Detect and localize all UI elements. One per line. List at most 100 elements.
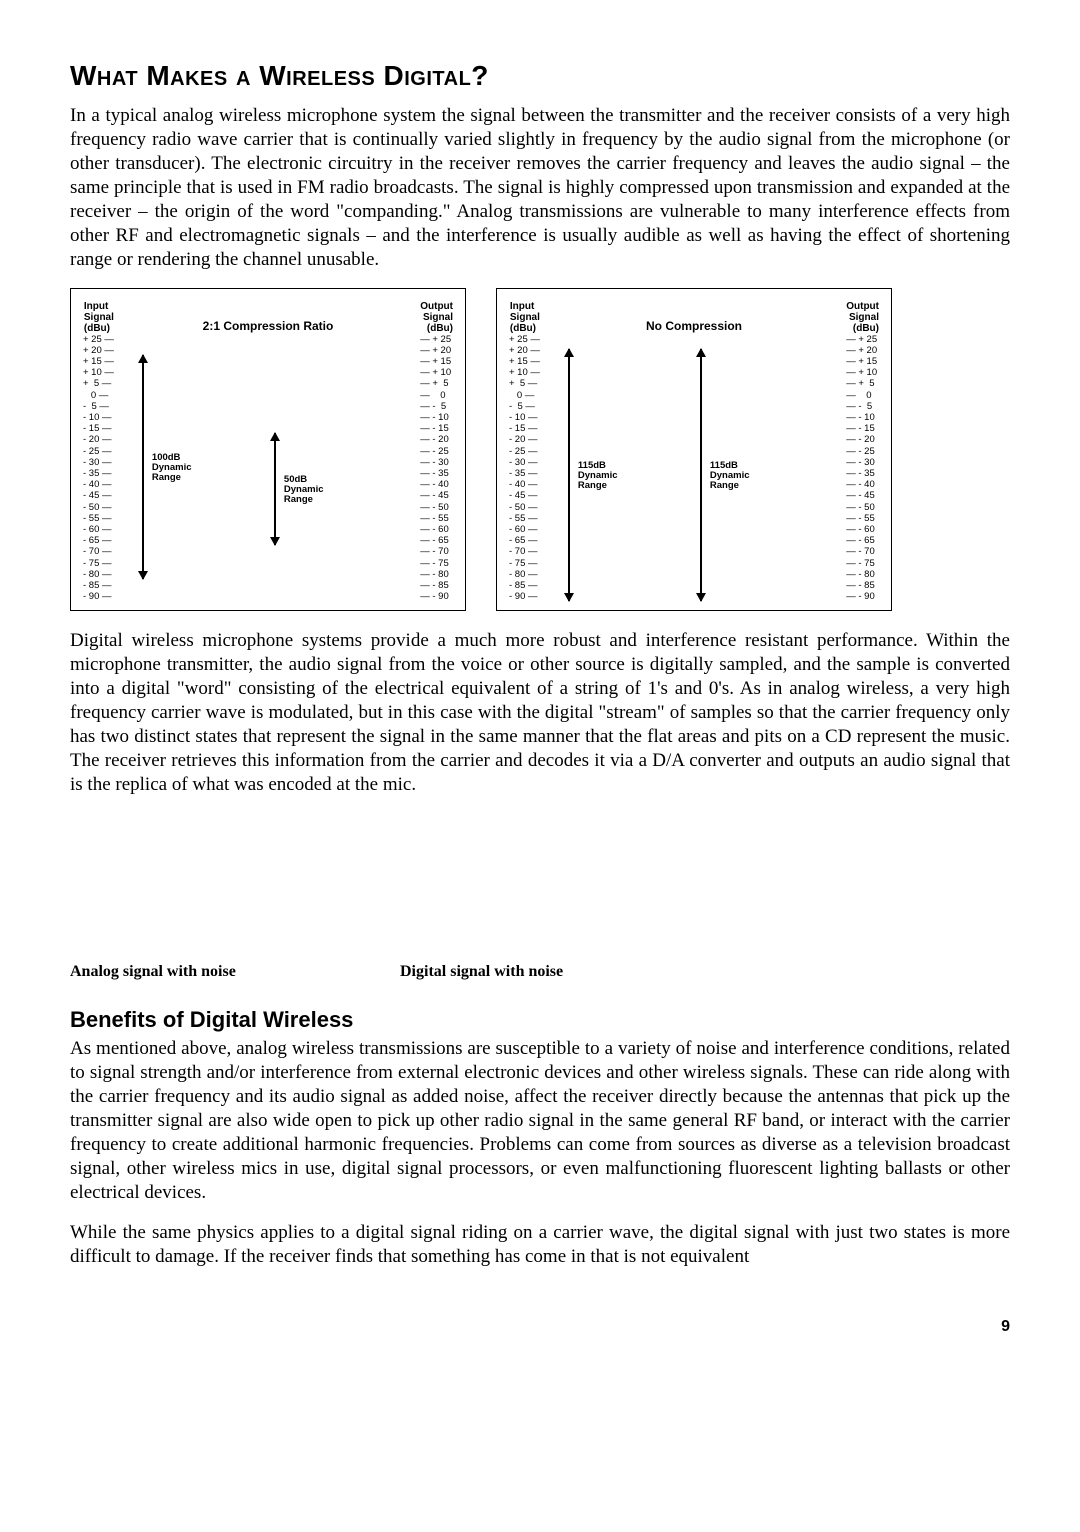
tick: - 20 —: [83, 434, 114, 445]
tick: - 20 —: [509, 434, 540, 445]
section-heading-benefits: Benefits of Digital Wireless: [70, 1007, 1010, 1033]
tick: + 25 —: [509, 334, 540, 345]
tick: — + 25: [420, 334, 451, 345]
tick: 0 —: [83, 390, 114, 401]
output-axis: Output Signal (dBu) — + 25— + 20— + 15— …: [846, 301, 879, 603]
tick: — - 15: [846, 423, 877, 434]
tick: - 65 —: [83, 535, 114, 546]
tick: - 45 —: [83, 490, 114, 501]
tick: - 15 —: [509, 423, 540, 434]
tick: - 30 —: [83, 457, 114, 468]
caption-analog: Analog signal with noise: [70, 963, 400, 981]
tick: — - 75: [846, 558, 877, 569]
tick: — - 25: [846, 446, 877, 457]
tick: - 60 —: [509, 524, 540, 535]
axis-header-input: Input Signal (dBu): [510, 301, 540, 334]
tick: — - 45: [420, 490, 451, 501]
tick: - 50 —: [83, 502, 114, 513]
tick: — - 5: [420, 401, 451, 412]
tick: — - 25: [420, 446, 451, 457]
tick: — - 10: [420, 412, 451, 423]
tick: — - 50: [846, 502, 877, 513]
paragraph-2: Digital wireless microphone systems prov…: [70, 629, 1010, 797]
tick: — - 45: [846, 490, 877, 501]
tick: - 80 —: [83, 569, 114, 580]
caption-digital: Digital signal with noise: [400, 963, 563, 981]
tick: - 85 —: [509, 580, 540, 591]
ticks-right: — + 25— + 20— + 15— + 10— + 5— 0— - 5— -…: [846, 334, 877, 603]
tick: - 55 —: [83, 513, 114, 524]
tick: — - 10: [846, 412, 877, 423]
tick: - 35 —: [83, 468, 114, 479]
tick: — - 70: [846, 546, 877, 557]
tick: - 65 —: [509, 535, 540, 546]
arrow-area: 115dBDynamicRange115dBDynamicRange: [540, 301, 846, 603]
tick: — - 65: [846, 535, 877, 546]
page-number: 9: [70, 1318, 1010, 1336]
tick: — - 35: [846, 468, 877, 479]
tick: — + 20: [420, 345, 451, 356]
tick: - 25 —: [509, 446, 540, 457]
tick: — - 60: [420, 524, 451, 535]
tick: — + 25: [846, 334, 877, 345]
tick: — + 10: [420, 367, 451, 378]
tick: — - 55: [846, 513, 877, 524]
tick: — + 15: [420, 356, 451, 367]
tick: — - 30: [846, 457, 877, 468]
tick: — + 5: [846, 378, 877, 389]
tick: + 10 —: [509, 367, 540, 378]
output-axis: Output Signal (dBu) — + 25— + 20— + 15— …: [420, 301, 453, 603]
tick: — 0: [420, 390, 451, 401]
tick: - 80 —: [509, 569, 540, 580]
diagram-2to1: 2:1 Compression Ratio Input Signal (dBu)…: [70, 288, 466, 612]
tick: — - 40: [420, 479, 451, 490]
signal-captions: Analog signal with noise Digital signal …: [70, 963, 1010, 981]
dynamic-range-label: 115dBDynamicRange: [710, 461, 750, 492]
tick: — 0: [846, 390, 877, 401]
tick: - 60 —: [83, 524, 114, 535]
tick: — - 40: [846, 479, 877, 490]
axis-header-input: Input Signal (dBu): [84, 301, 114, 334]
page-title: What Makes a Wireless Digital?: [70, 60, 1010, 92]
ticks-left: + 25 —+ 20 —+ 15 —+ 10 —+ 5 — 0 —- 5 —- …: [509, 334, 540, 603]
tick: - 10 —: [509, 412, 540, 423]
tick: + 5 —: [83, 378, 114, 389]
dynamic-range-arrow: [274, 433, 276, 545]
input-axis: Input Signal (dBu) + 25 —+ 20 —+ 15 —+ 1…: [83, 301, 114, 603]
tick: — - 60: [846, 524, 877, 535]
tick: — + 15: [846, 356, 877, 367]
tick: + 20 —: [83, 345, 114, 356]
tick: - 40 —: [83, 479, 114, 490]
tick: — - 85: [846, 580, 877, 591]
tick: - 90 —: [509, 591, 540, 602]
dynamic-range-arrow: [568, 349, 570, 601]
ticks-left: + 25 —+ 20 —+ 15 —+ 10 —+ 5 — 0 —- 5 —- …: [83, 334, 114, 603]
dynamic-range-label: 100dBDynamicRange: [152, 453, 192, 484]
tick: + 25 —: [83, 334, 114, 345]
tick: — - 20: [846, 434, 877, 445]
tick: — - 90: [420, 591, 451, 602]
tick: — - 85: [420, 580, 451, 591]
tick: — - 80: [420, 569, 451, 580]
tick: - 5 —: [83, 401, 114, 412]
tick: 0 —: [509, 390, 540, 401]
dynamic-range-arrow: [700, 349, 702, 601]
diagram-no-compression: No Compression Input Signal (dBu) + 25 —…: [496, 288, 892, 612]
tick: - 15 —: [83, 423, 114, 434]
tick: — - 35: [420, 468, 451, 479]
tick: — - 55: [420, 513, 451, 524]
tick: - 30 —: [509, 457, 540, 468]
tick: — + 5: [420, 378, 451, 389]
tick: — - 50: [420, 502, 451, 513]
input-axis: Input Signal (dBu) + 25 —+ 20 —+ 15 —+ 1…: [509, 301, 540, 603]
arrow-area: 100dBDynamicRange50dBDynamicRange: [114, 301, 420, 603]
paragraph-1: In a typical analog wireless microphone …: [70, 104, 1010, 272]
tick: - 70 —: [83, 546, 114, 557]
tick: — - 75: [420, 558, 451, 569]
tick: - 5 —: [509, 401, 540, 412]
tick: - 45 —: [509, 490, 540, 501]
tick: - 85 —: [83, 580, 114, 591]
tick: - 25 —: [83, 446, 114, 457]
tick: — + 20: [846, 345, 877, 356]
tick: - 55 —: [509, 513, 540, 524]
